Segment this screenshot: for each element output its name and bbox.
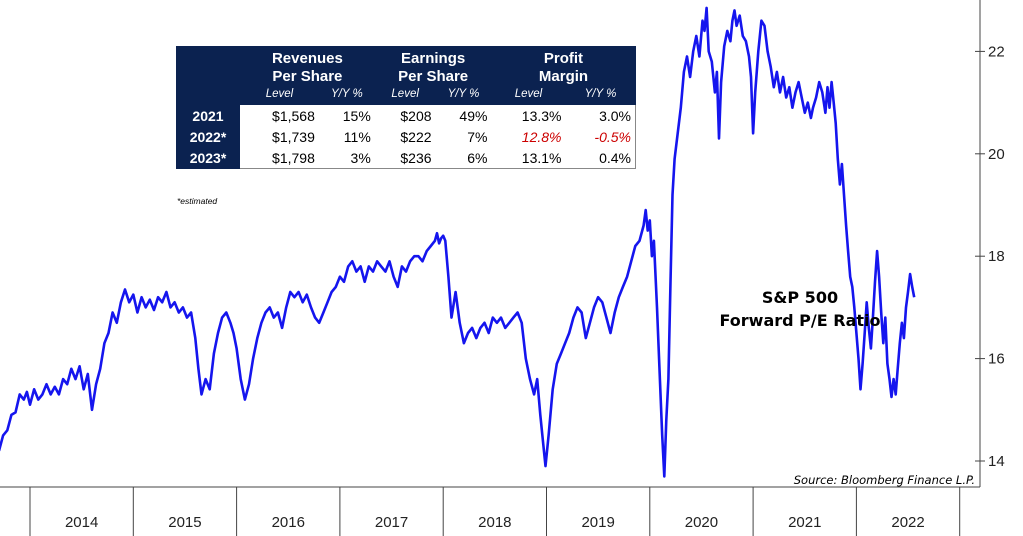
earn-yy: 49% — [435, 105, 492, 126]
y-tick-label: 20 — [988, 146, 1005, 163]
header-earnings-line2: Per Share — [398, 68, 469, 85]
earn-level: $236 — [374, 147, 436, 169]
x-tick-label: 2016 — [272, 514, 305, 531]
axes-layer — [0, 0, 985, 536]
sub-level-earn: Level — [374, 86, 436, 105]
margin-level: 12.8% — [491, 126, 566, 147]
table-row: 2023* $1,798 3% $236 6% 13.1% 0.4% — [176, 147, 637, 169]
rev-yy: 3% — [318, 147, 375, 169]
x-tick-label: 2019 — [581, 514, 614, 531]
header-revenues: Revenues Per Share — [240, 46, 375, 86]
header-corner — [176, 46, 240, 86]
header-earnings: Earnings Per Share — [374, 46, 492, 86]
x-tick-label: 2021 — [788, 514, 821, 531]
sub-yy-margin: Y/Y % — [565, 86, 636, 105]
earn-level: $222 — [374, 126, 436, 147]
fundamentals-table: Revenues Per Share Earnings Per Share Pr… — [176, 46, 637, 169]
pe-ratio-series-line — [0, 6, 916, 478]
sub-level-margin: Level — [491, 86, 566, 105]
chart-title: S&P 500 — [762, 288, 838, 307]
margin-yy: 3.0% — [565, 105, 637, 126]
margin-yy: -0.5% — [565, 126, 637, 147]
source-note: Source: Bloomberg Finance L.P. — [794, 473, 975, 487]
header-earnings-line1: Earnings — [401, 50, 466, 67]
header-profit-margin: Profit Margin — [491, 46, 636, 86]
rev-level: $1,739 — [240, 126, 319, 147]
earn-level: $208 — [374, 105, 436, 126]
x-tick-label: 2017 — [375, 514, 408, 531]
row-year: 2022* — [176, 126, 240, 147]
y-tick-label: 22 — [988, 43, 1005, 60]
sub-yy-rev: Y/Y % — [318, 86, 375, 105]
earn-yy: 6% — [435, 147, 492, 169]
rev-yy: 11% — [318, 126, 375, 147]
header-revenues-line1: Revenues — [271, 50, 343, 67]
x-tick-label: 2022 — [891, 514, 924, 531]
row-year: 2023* — [176, 147, 240, 169]
table-row: 2022* $1,739 11% $222 7% 12.8% -0.5% — [176, 126, 637, 147]
rev-yy: 15% — [318, 105, 375, 126]
rev-level: $1,568 — [240, 105, 319, 126]
y-tick-label: 14 — [988, 453, 1005, 470]
rev-level: $1,798 — [240, 147, 319, 169]
table-footnote: *estimated — [177, 196, 218, 206]
margin-level: 13.3% — [491, 105, 566, 126]
header-margin-line2: Margin — [538, 68, 589, 85]
chart-subtitle: Forward P/E Ratio — [720, 311, 881, 330]
x-tick-label: 2018 — [478, 514, 511, 531]
margin-level: 13.1% — [491, 147, 566, 169]
x-tick-label: 2015 — [168, 514, 201, 531]
y-tick-label: 16 — [988, 351, 1005, 368]
row-year: 2021 — [176, 105, 240, 126]
sub-level-rev: Level — [240, 86, 319, 105]
header-margin-line1: Profit — [543, 50, 584, 67]
margin-yy: 0.4% — [565, 147, 637, 169]
earn-yy: 7% — [435, 126, 492, 147]
x-tick-label: 2020 — [685, 514, 718, 531]
table-row: 2021 $1,568 15% $208 49% 13.3% 3.0% — [176, 105, 637, 126]
y-tick-label: 18 — [988, 248, 1005, 265]
sub-yy-earn: Y/Y % — [435, 86, 492, 105]
table-header-sub-row: Level Y/Y % Level Y/Y % Level Y/Y % — [176, 86, 636, 105]
sub-corner — [176, 86, 240, 105]
header-revenues-line2: Per Share — [272, 68, 343, 85]
table-header-group-row: Revenues Per Share Earnings Per Share Pr… — [176, 46, 636, 86]
x-tick-label: 2014 — [65, 514, 98, 531]
series-layer — [0, 6, 916, 478]
